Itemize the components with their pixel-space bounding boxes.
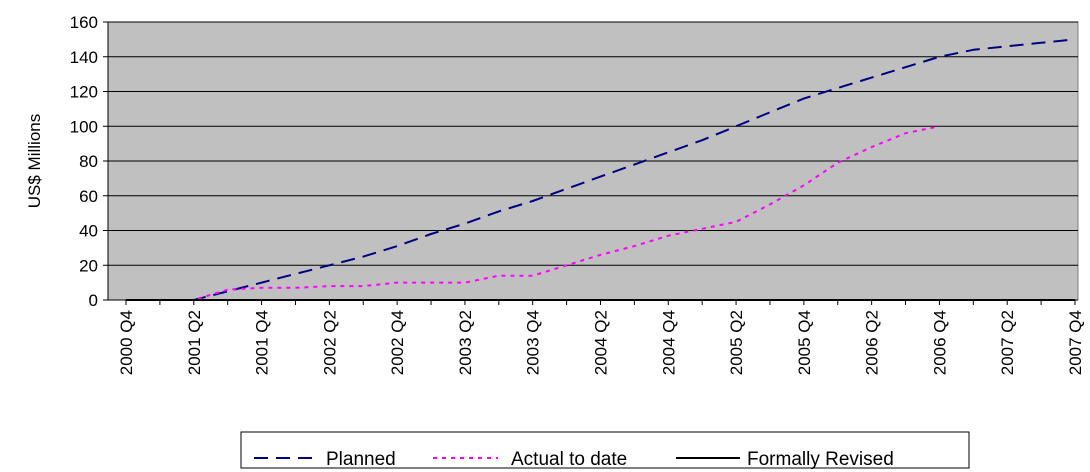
x-tick-label: 2006 Q2 bbox=[863, 310, 882, 375]
x-tick-label: 2004 Q4 bbox=[659, 310, 678, 375]
y-tick-label: 20 bbox=[79, 256, 98, 275]
y-tick-label: 40 bbox=[79, 222, 98, 241]
x-tick-label: 2001 Q4 bbox=[253, 310, 272, 375]
series-line-actual-to-date bbox=[126, 125, 940, 301]
x-tick-label: 2001 Q2 bbox=[185, 310, 204, 375]
x-tick-label: 2005 Q2 bbox=[727, 310, 746, 375]
x-tick-labels: 2000 Q4 2001 Q2 2001 Q4 2002 Q2 2002 Q4 2003 … bbox=[117, 310, 1085, 375]
y-tick-label: 100 bbox=[70, 117, 98, 136]
x-tick-label: 2002 Q2 bbox=[320, 310, 339, 375]
gridlines bbox=[108, 21, 1078, 266]
x-tick-label: 2002 Q4 bbox=[388, 310, 407, 375]
y-tick-label: 160 bbox=[70, 13, 98, 32]
y-tick-label: 0 bbox=[89, 291, 98, 310]
x-tick-label: 2007 Q4 bbox=[1066, 310, 1085, 375]
y-tick-label: 60 bbox=[79, 187, 98, 206]
y-tick-label: 80 bbox=[79, 152, 98, 171]
x-tick-label: 2006 Q4 bbox=[930, 310, 949, 375]
y-tick-labels: 0 20 40 60 80 100 120 140 160 bbox=[70, 13, 98, 310]
x-tick-label: 2004 Q2 bbox=[592, 310, 611, 375]
x-tick-label: 2005 Q4 bbox=[795, 310, 814, 375]
legend-label-formally-revised: Formally Revised bbox=[747, 449, 894, 470]
series-lines bbox=[126, 38, 1076, 301]
series-line-planned bbox=[126, 38, 1076, 301]
legend-label-planned: Planned bbox=[326, 449, 396, 470]
legend: Planned Actual to date Formally Revised bbox=[240, 431, 970, 470]
legend-label-actual: Actual to date bbox=[511, 449, 627, 470]
x-tick-label: 2007 Q2 bbox=[998, 310, 1017, 375]
legend-box bbox=[240, 431, 970, 469]
x-tick-label: 2000 Q4 bbox=[117, 310, 136, 375]
y-tick-label: 120 bbox=[70, 83, 98, 102]
x-tick-label: 2003 Q2 bbox=[456, 310, 475, 375]
y-axis-title: US$ Millions bbox=[25, 114, 44, 208]
x-tick-label: 2003 Q4 bbox=[524, 310, 543, 375]
y-tick-label: 140 bbox=[70, 48, 98, 67]
